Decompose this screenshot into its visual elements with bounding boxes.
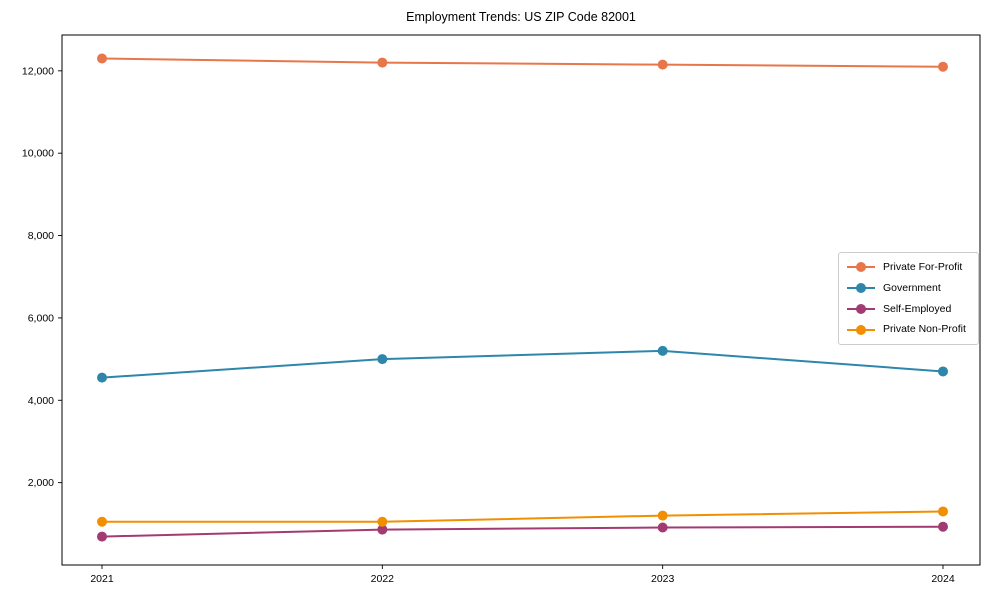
data-point-marker-private-for-profit [657,59,668,70]
data-point-marker-self-employed [377,524,388,535]
series-line-self-employed [101,525,944,538]
legend-marker-icon [847,324,875,335]
y-tick-label: 10,000 [22,148,54,160]
data-point-marker-private-non-profit [377,516,388,527]
data-point-marker-government [377,354,388,365]
legend-item-private-for-profit: Private For-Profit [846,261,971,273]
legend-item-self-employed: Self-Employed [846,303,971,315]
y-tick-label: 12,000 [22,65,54,77]
data-point-marker-government [938,366,948,377]
data-point-marker-private-for-profit [938,61,948,72]
legend-marker-icon [847,262,875,273]
legend-marker-icon [847,303,875,314]
legend-item-label: Private For-Profit [883,261,963,274]
data-point-marker-government [657,345,668,356]
x-tick-label: 2021 [90,573,114,585]
y-tick-label: 6,000 [28,312,54,324]
data-point-marker-private-non-profit [938,506,948,517]
data-point-marker-self-employed [938,521,948,532]
x-tick-label: 2023 [651,573,675,585]
legend-item-government: Government [846,282,971,294]
legend-item-label: Government [883,281,941,294]
legend-marker-icon [847,283,875,294]
legend-item-label: Private Non-Profit [883,323,966,336]
data-point-marker-self-employed [97,531,107,542]
y-tick-label: 8,000 [28,230,54,242]
legend-item-label: Self-Employed [883,302,952,315]
legend-item-private-non-profit: Private Non-Profit [846,324,971,336]
chart-title: Employment Trends: US ZIP Code 82001 [406,10,636,24]
y-tick-label: 4,000 [28,395,54,407]
data-point-marker-government [97,372,107,383]
x-tick-label: 2022 [371,573,395,585]
data-point-marker-private-for-profit [97,53,107,64]
x-tick-label: 2024 [931,573,955,585]
data-point-marker-private-for-profit [377,57,388,68]
y-tick-label: 2,000 [28,477,54,489]
legend: Private For-Profit Government Self-Employe… [838,252,979,345]
plot-border [61,34,981,566]
data-point-marker-private-non-profit [657,510,668,521]
data-point-marker-private-non-profit [97,516,107,527]
series-line-government [101,349,944,379]
data-point-marker-self-employed [657,522,668,533]
series-line-private-for-profit [101,57,944,68]
series-line-private-non-profit [101,510,944,523]
